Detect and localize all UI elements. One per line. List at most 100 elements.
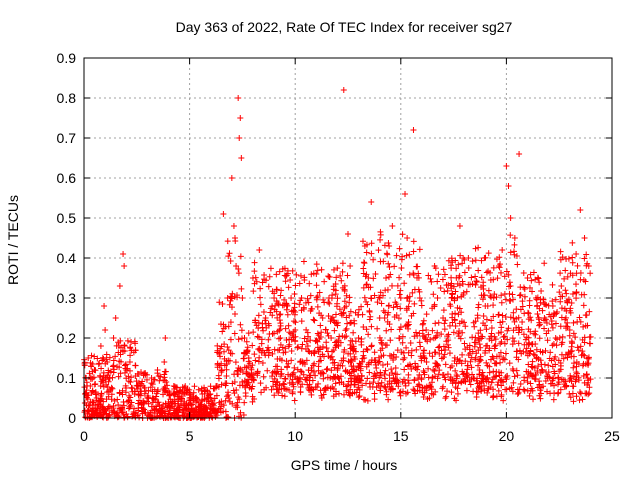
scatter-point [355, 311, 362, 318]
scatter-point [418, 302, 425, 309]
scatter-point [308, 391, 315, 398]
data-point [423, 327, 430, 333]
scatter-point [324, 374, 331, 381]
scatter-point [488, 294, 495, 301]
scatter-point [287, 276, 294, 283]
scatter-point [441, 320, 448, 327]
scatter-point [441, 288, 448, 295]
scatter-point [285, 284, 292, 291]
scatter-point [536, 381, 543, 388]
scatter-point [368, 342, 375, 349]
scatter-point [513, 306, 520, 313]
scatter-point [337, 339, 344, 346]
scatter-point [223, 366, 230, 373]
scatter-point [216, 399, 223, 406]
scatter-point [525, 310, 532, 317]
scatter-point [116, 364, 123, 371]
scatter-point [271, 375, 278, 382]
y-tick-label: 0.3 [57, 290, 77, 306]
scatter-point [160, 401, 167, 408]
scatter-point [536, 335, 543, 342]
scatter-point [543, 301, 550, 308]
scatter-point [554, 336, 561, 343]
scatter-point [438, 355, 445, 362]
scatter-point [460, 289, 467, 296]
scatter-point [336, 333, 343, 340]
scatter-point [557, 293, 564, 300]
scatter-point [340, 309, 347, 316]
data-point [116, 283, 123, 289]
scatter-point [475, 337, 482, 344]
scatter-point [237, 409, 244, 416]
data-point [340, 87, 347, 93]
scatter-point [198, 387, 205, 394]
scatter-point [330, 266, 337, 273]
scatter-point [587, 333, 594, 340]
scatter-point [111, 409, 118, 416]
scatter-point [347, 319, 354, 326]
scatter-point [255, 312, 262, 319]
scatter-point [285, 387, 292, 394]
scatter-point [241, 364, 248, 371]
scatter-point [448, 265, 455, 272]
scatter-point [451, 297, 458, 304]
scatter-point [583, 371, 590, 378]
data-point [236, 135, 243, 141]
scatter-point [550, 340, 557, 347]
scatter-point [241, 399, 248, 406]
scatter-point [401, 354, 408, 361]
scatter-point [368, 323, 375, 330]
scatter-point [276, 311, 283, 318]
scatter-point [220, 402, 227, 409]
scatter-point [430, 291, 437, 298]
scatter-point [322, 384, 329, 391]
data-point [277, 335, 284, 341]
scatter-point [126, 359, 133, 366]
scatter-point [457, 335, 464, 342]
scatter-point [434, 361, 441, 368]
data-point [104, 359, 111, 365]
scatter-point [563, 325, 570, 332]
scatter-point [466, 346, 473, 353]
scatter-point [331, 364, 338, 371]
scatter-point [273, 386, 280, 393]
scatter-point [330, 393, 337, 400]
scatter-point [132, 372, 139, 379]
scatter-point [115, 339, 122, 346]
scatter-point [311, 348, 318, 355]
scatter-point [318, 329, 325, 336]
scatter-point [376, 334, 383, 341]
scatter-point [301, 276, 308, 283]
scatter-point [202, 404, 209, 411]
scatter-point [555, 374, 562, 381]
scatter-point [257, 301, 264, 308]
scatter-point [527, 380, 534, 387]
scatter-point [363, 281, 370, 288]
scatter-point [485, 378, 492, 385]
scatter-point [385, 396, 392, 403]
scatter-point [363, 326, 370, 333]
scatter-point [437, 284, 444, 291]
y-tick-label: 0.8 [57, 90, 77, 106]
scatter-point [363, 281, 370, 288]
data-point [313, 271, 320, 277]
scatter-point [519, 298, 526, 305]
scatter-point [196, 410, 203, 417]
scatter-point [573, 393, 580, 400]
scatter-point [160, 385, 167, 392]
scatter-point [200, 408, 207, 415]
scatter-point [276, 327, 283, 334]
scatter-point [339, 260, 346, 267]
data-point [347, 263, 354, 269]
data-point [416, 295, 423, 301]
scatter-point [254, 333, 261, 340]
scatter-point [435, 319, 442, 326]
scatter-point [392, 364, 399, 371]
scatter-point [167, 404, 174, 411]
data-point [165, 399, 172, 405]
scatter-point [338, 379, 345, 386]
scatter-point [552, 296, 559, 303]
scatter-point [352, 348, 359, 355]
scatter-point [282, 376, 289, 383]
scatter-point [542, 347, 549, 354]
